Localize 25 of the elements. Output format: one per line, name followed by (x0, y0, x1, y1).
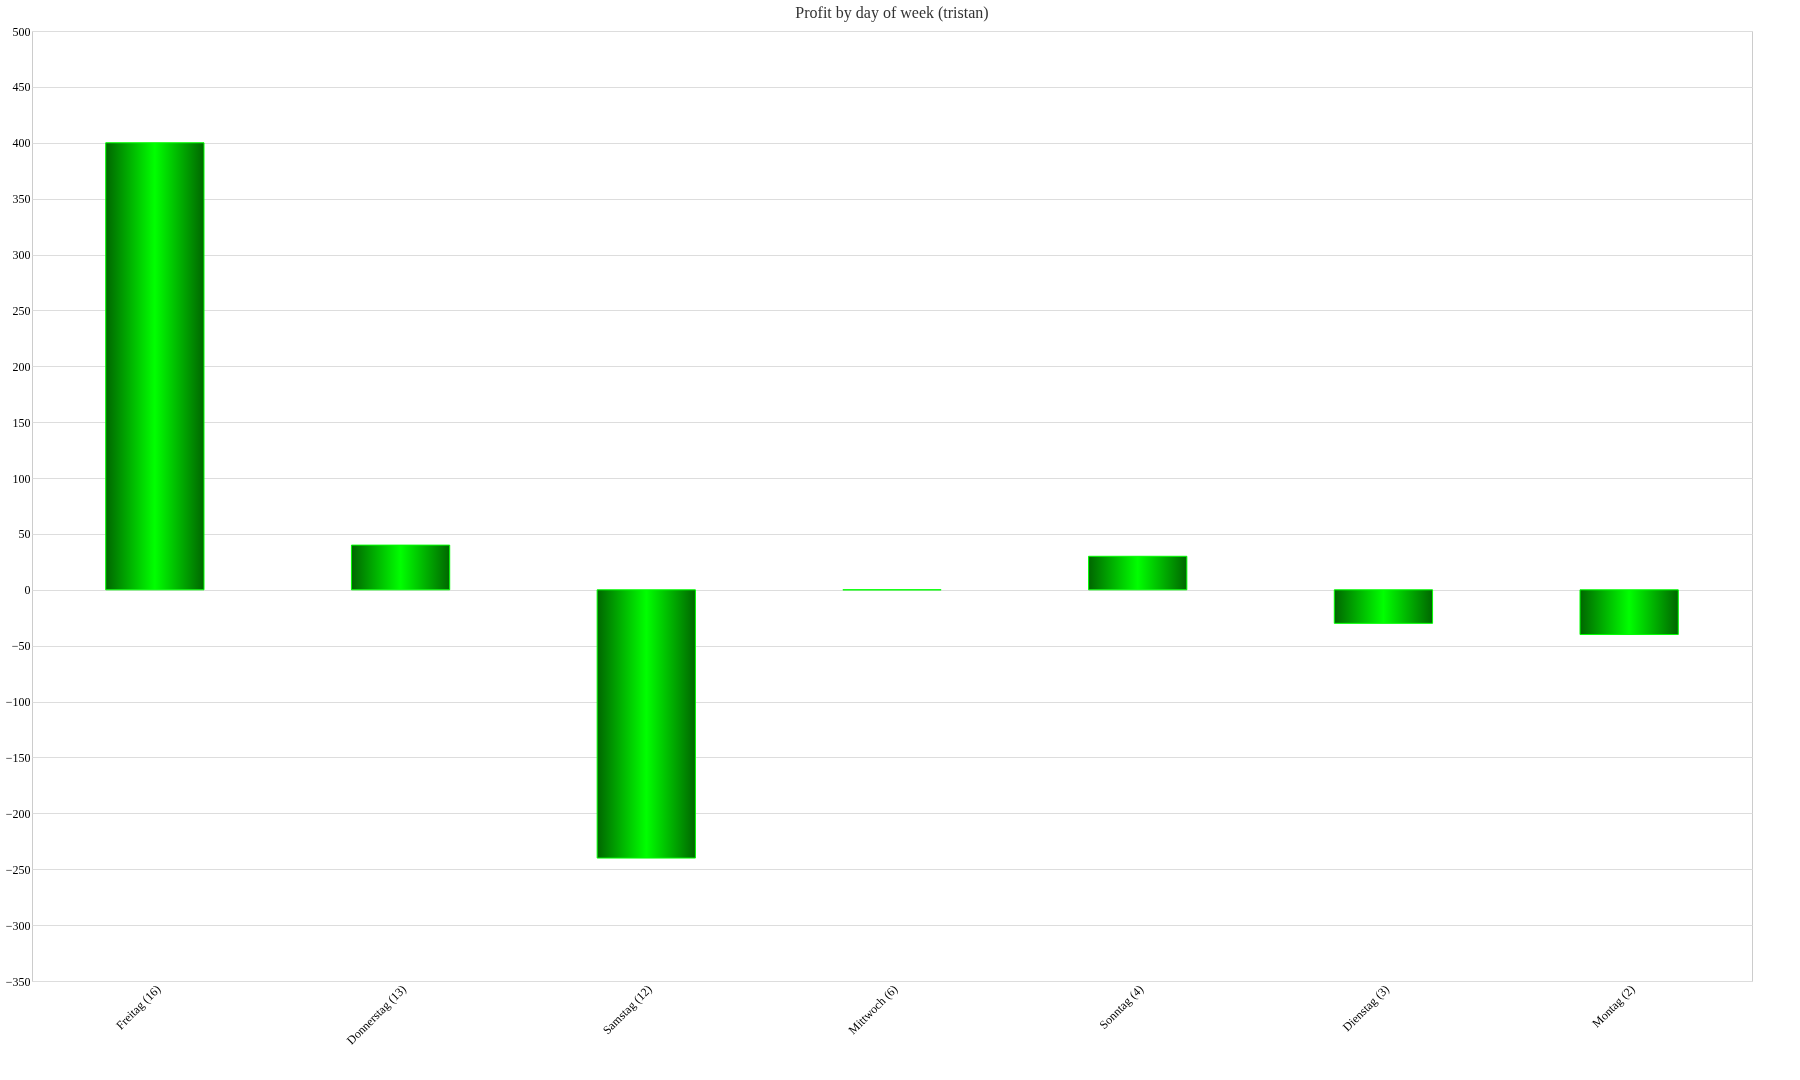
y-tick-label: −250 (5, 862, 31, 877)
y-tick-label: 400 (12, 136, 31, 151)
y-tick-label: 500 (12, 24, 31, 39)
y-tick-label: 300 (12, 248, 31, 263)
bar (596, 589, 696, 859)
y-tick-label: 350 (12, 192, 31, 207)
bar (350, 544, 451, 591)
y-tick-label: −300 (5, 918, 31, 933)
y-tick-label: −350 (5, 974, 31, 989)
y-tick-label: 100 (12, 471, 31, 486)
y-tick-label: 0 (24, 583, 31, 598)
bar (1333, 589, 1434, 624)
y-tick-label: 450 (12, 80, 31, 95)
y-tick-label: −50 (11, 639, 31, 654)
y-tick-label: 250 (12, 303, 31, 318)
chart-title: Profit by day of week (tristan) (795, 4, 989, 22)
y-tick-label: −100 (5, 695, 31, 710)
y-tick-label: 200 (12, 359, 31, 374)
bar (105, 142, 205, 591)
bar (1579, 589, 1679, 636)
y-tick-label: 50 (18, 527, 31, 542)
y-tick-label: 150 (12, 415, 31, 430)
y-tick-label: −200 (5, 806, 31, 821)
y-tick-label: −150 (5, 750, 31, 765)
bar (1088, 555, 1188, 591)
